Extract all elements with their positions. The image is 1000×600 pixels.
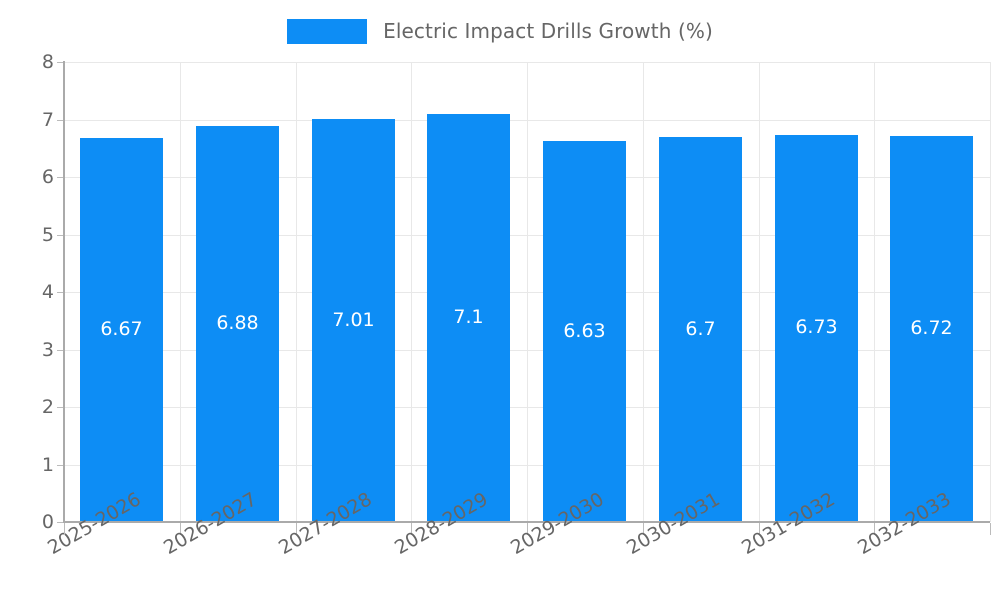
y-axis-tick-label: 0 <box>41 511 54 533</box>
x-axis-tick-mark <box>643 523 644 535</box>
bar-value-label: 7.01 <box>332 309 375 331</box>
y-axis-tick-mark <box>57 120 65 121</box>
gridline-vertical <box>874 62 875 522</box>
gridline-vertical <box>411 62 412 522</box>
y-axis-tick-mark <box>57 177 65 178</box>
y-axis-tick-label: 8 <box>41 51 54 73</box>
y-axis-tick-label: 3 <box>41 339 54 361</box>
bar-value-label: 6.7 <box>685 318 716 340</box>
y-axis-tick-label: 4 <box>41 281 54 303</box>
x-axis-tick-mark <box>874 523 875 535</box>
y-axis-tick-mark <box>57 522 65 523</box>
bar-value-label: 6.72 <box>910 317 953 339</box>
plot-area: 6.67 6.88 7.01 7.1 6.63 6.7 6.73 6.72 <box>64 62 991 523</box>
bar[interactable]: 6.67 <box>80 138 163 522</box>
y-axis-line <box>63 61 65 523</box>
gridline-vertical <box>296 62 297 522</box>
bar-value-label: 6.73 <box>795 316 838 338</box>
y-axis-tick-mark <box>57 465 65 466</box>
gridline-vertical <box>990 62 991 522</box>
y-axis-tick-mark <box>57 235 65 236</box>
bar[interactable]: 7.01 <box>312 119 395 522</box>
y-axis-tick-mark <box>57 350 65 351</box>
x-axis-tick-mark <box>64 523 65 535</box>
bar-value-label: 7.1 <box>453 306 484 328</box>
y-axis-tick-label: 7 <box>41 109 54 131</box>
x-axis-tick-mark <box>296 523 297 535</box>
y-axis-tick-label: 1 <box>41 454 54 476</box>
bar[interactable]: 6.63 <box>543 141 626 522</box>
gridline-vertical <box>643 62 644 522</box>
y-axis-tick-mark <box>57 292 65 293</box>
x-axis-tick-mark <box>759 523 760 535</box>
bar[interactable]: 6.73 <box>775 135 858 522</box>
y-axis-tick-label: 5 <box>41 224 54 246</box>
x-axis-tick-mark <box>411 523 412 535</box>
bar[interactable]: 7.1 <box>427 114 510 522</box>
y-axis: 0 1 2 3 4 5 6 7 8 <box>0 0 65 600</box>
x-axis-tick-mark <box>180 523 181 535</box>
x-axis-tick-mark <box>527 523 528 535</box>
x-axis-line <box>64 521 990 523</box>
bar[interactable]: 6.72 <box>890 136 973 522</box>
y-axis-tick-label: 6 <box>41 166 54 188</box>
bar-value-label: 6.67 <box>100 318 143 340</box>
legend-color-swatch <box>287 18 368 44</box>
gridline-vertical <box>527 62 528 522</box>
gridline-vertical <box>180 62 181 522</box>
x-axis-tick-mark <box>990 523 991 535</box>
bar[interactable]: 6.88 <box>196 126 279 522</box>
gridline-vertical <box>759 62 760 522</box>
bar-value-label: 6.63 <box>563 320 606 342</box>
bar[interactable]: 6.7 <box>659 137 742 522</box>
y-axis-tick-mark <box>57 407 65 408</box>
legend-label: Electric Impact Drills Growth (%) <box>383 19 713 43</box>
y-axis-tick-label: 2 <box>41 396 54 418</box>
bar-value-label: 6.88 <box>216 312 259 334</box>
chart-legend: Electric Impact Drills Growth (%) <box>0 14 1000 48</box>
y-axis-tick-mark <box>57 62 65 63</box>
